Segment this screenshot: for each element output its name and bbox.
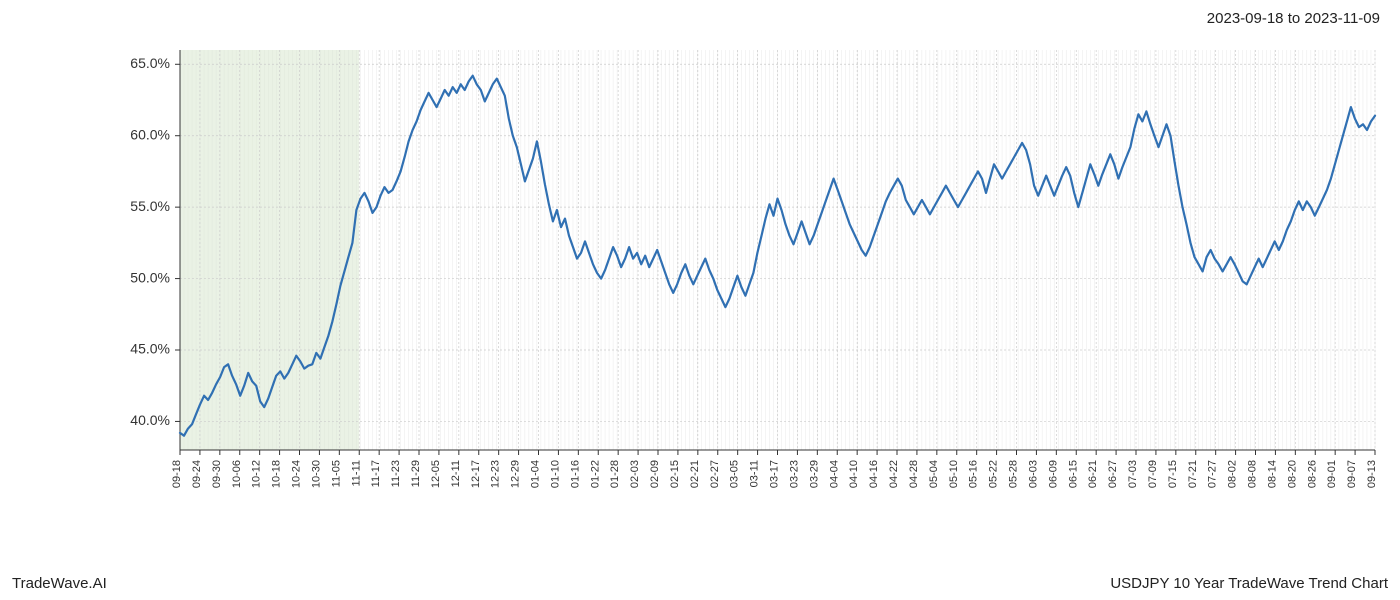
svg-text:12-23: 12-23 bbox=[490, 460, 502, 488]
svg-text:06-03: 06-03 bbox=[1027, 460, 1039, 488]
svg-text:09-13: 09-13 bbox=[1366, 460, 1378, 488]
svg-text:03-29: 03-29 bbox=[808, 460, 820, 488]
svg-text:08-02: 08-02 bbox=[1227, 460, 1239, 488]
svg-text:04-22: 04-22 bbox=[888, 460, 900, 488]
svg-text:09-07: 09-07 bbox=[1346, 460, 1358, 488]
line-chart-svg: 40.0% 45.0% 50.0% 55.0% 60.0% 65.0% 09-18 09-24… bbox=[70, 40, 1385, 510]
svg-text:12-05: 12-05 bbox=[430, 460, 442, 488]
svg-text:08-20: 08-20 bbox=[1286, 460, 1298, 488]
svg-text:05-16: 05-16 bbox=[968, 460, 980, 488]
svg-text:11-11: 11-11 bbox=[350, 460, 362, 487]
svg-text:06-09: 06-09 bbox=[1047, 460, 1059, 488]
svg-text:11-05: 11-05 bbox=[330, 460, 342, 487]
svg-text:09-30: 09-30 bbox=[211, 460, 223, 488]
svg-text:10-24: 10-24 bbox=[291, 460, 303, 488]
svg-text:07-03: 07-03 bbox=[1127, 460, 1139, 488]
svg-text:10-12: 10-12 bbox=[251, 460, 263, 488]
svg-text:02-21: 02-21 bbox=[689, 460, 701, 488]
svg-text:08-14: 08-14 bbox=[1266, 460, 1278, 488]
svg-text:06-21: 06-21 bbox=[1087, 460, 1099, 488]
chart-title: USDJPY 10 Year TradeWave Trend Chart bbox=[1110, 575, 1388, 592]
brand-label: TradeWave.AI bbox=[12, 575, 107, 592]
svg-text:01-16: 01-16 bbox=[569, 460, 581, 488]
svg-text:07-15: 07-15 bbox=[1167, 460, 1179, 488]
svg-text:10-30: 10-30 bbox=[310, 460, 322, 488]
chart-area: 40.0% 45.0% 50.0% 55.0% 60.0% 65.0% 09-18 09-24… bbox=[70, 40, 1385, 510]
svg-text:03-23: 03-23 bbox=[788, 460, 800, 488]
svg-text:02-03: 02-03 bbox=[629, 460, 641, 488]
svg-text:40.0%: 40.0% bbox=[130, 412, 170, 428]
svg-text:05-10: 05-10 bbox=[948, 460, 960, 488]
svg-text:09-24: 09-24 bbox=[191, 460, 203, 488]
svg-text:08-26: 08-26 bbox=[1306, 460, 1318, 488]
svg-text:05-22: 05-22 bbox=[988, 460, 1000, 488]
svg-text:02-27: 02-27 bbox=[709, 460, 721, 488]
svg-text:12-17: 12-17 bbox=[470, 460, 482, 488]
svg-text:11-23: 11-23 bbox=[390, 460, 402, 487]
svg-text:06-27: 06-27 bbox=[1107, 460, 1119, 488]
svg-text:12-11: 12-11 bbox=[450, 460, 462, 487]
svg-text:09-01: 09-01 bbox=[1326, 460, 1338, 488]
svg-text:02-09: 02-09 bbox=[649, 460, 661, 488]
svg-text:08-08: 08-08 bbox=[1247, 460, 1259, 488]
svg-text:04-10: 04-10 bbox=[848, 460, 860, 488]
svg-text:03-17: 03-17 bbox=[769, 460, 781, 488]
svg-text:01-28: 01-28 bbox=[609, 460, 621, 488]
svg-text:04-04: 04-04 bbox=[828, 460, 840, 488]
svg-text:02-15: 02-15 bbox=[669, 460, 681, 488]
svg-text:07-27: 07-27 bbox=[1207, 460, 1219, 488]
svg-text:04-28: 04-28 bbox=[908, 460, 920, 488]
svg-text:11-29: 11-29 bbox=[410, 460, 422, 487]
svg-text:60.0%: 60.0% bbox=[130, 126, 170, 142]
svg-text:03-11: 03-11 bbox=[749, 460, 761, 487]
svg-text:01-10: 01-10 bbox=[549, 460, 561, 488]
svg-text:06-15: 06-15 bbox=[1067, 460, 1079, 488]
svg-text:01-04: 01-04 bbox=[530, 460, 542, 488]
svg-text:12-29: 12-29 bbox=[510, 460, 522, 488]
svg-text:01-22: 01-22 bbox=[589, 460, 601, 488]
svg-text:11-17: 11-17 bbox=[370, 460, 382, 487]
svg-text:65.0%: 65.0% bbox=[130, 55, 170, 71]
svg-text:05-04: 05-04 bbox=[928, 460, 940, 488]
svg-text:07-21: 07-21 bbox=[1187, 460, 1199, 488]
svg-text:09-18: 09-18 bbox=[171, 460, 183, 488]
svg-text:10-06: 10-06 bbox=[231, 460, 243, 488]
date-range-label: 2023-09-18 to 2023-11-09 bbox=[1207, 10, 1380, 27]
svg-text:07-09: 07-09 bbox=[1147, 460, 1159, 488]
svg-text:05-28: 05-28 bbox=[1008, 460, 1020, 488]
svg-text:50.0%: 50.0% bbox=[130, 269, 170, 285]
svg-text:03-05: 03-05 bbox=[729, 460, 741, 488]
svg-text:45.0%: 45.0% bbox=[130, 341, 170, 357]
svg-text:55.0%: 55.0% bbox=[130, 198, 170, 214]
svg-text:04-16: 04-16 bbox=[868, 460, 880, 488]
svg-text:10-18: 10-18 bbox=[271, 460, 283, 488]
